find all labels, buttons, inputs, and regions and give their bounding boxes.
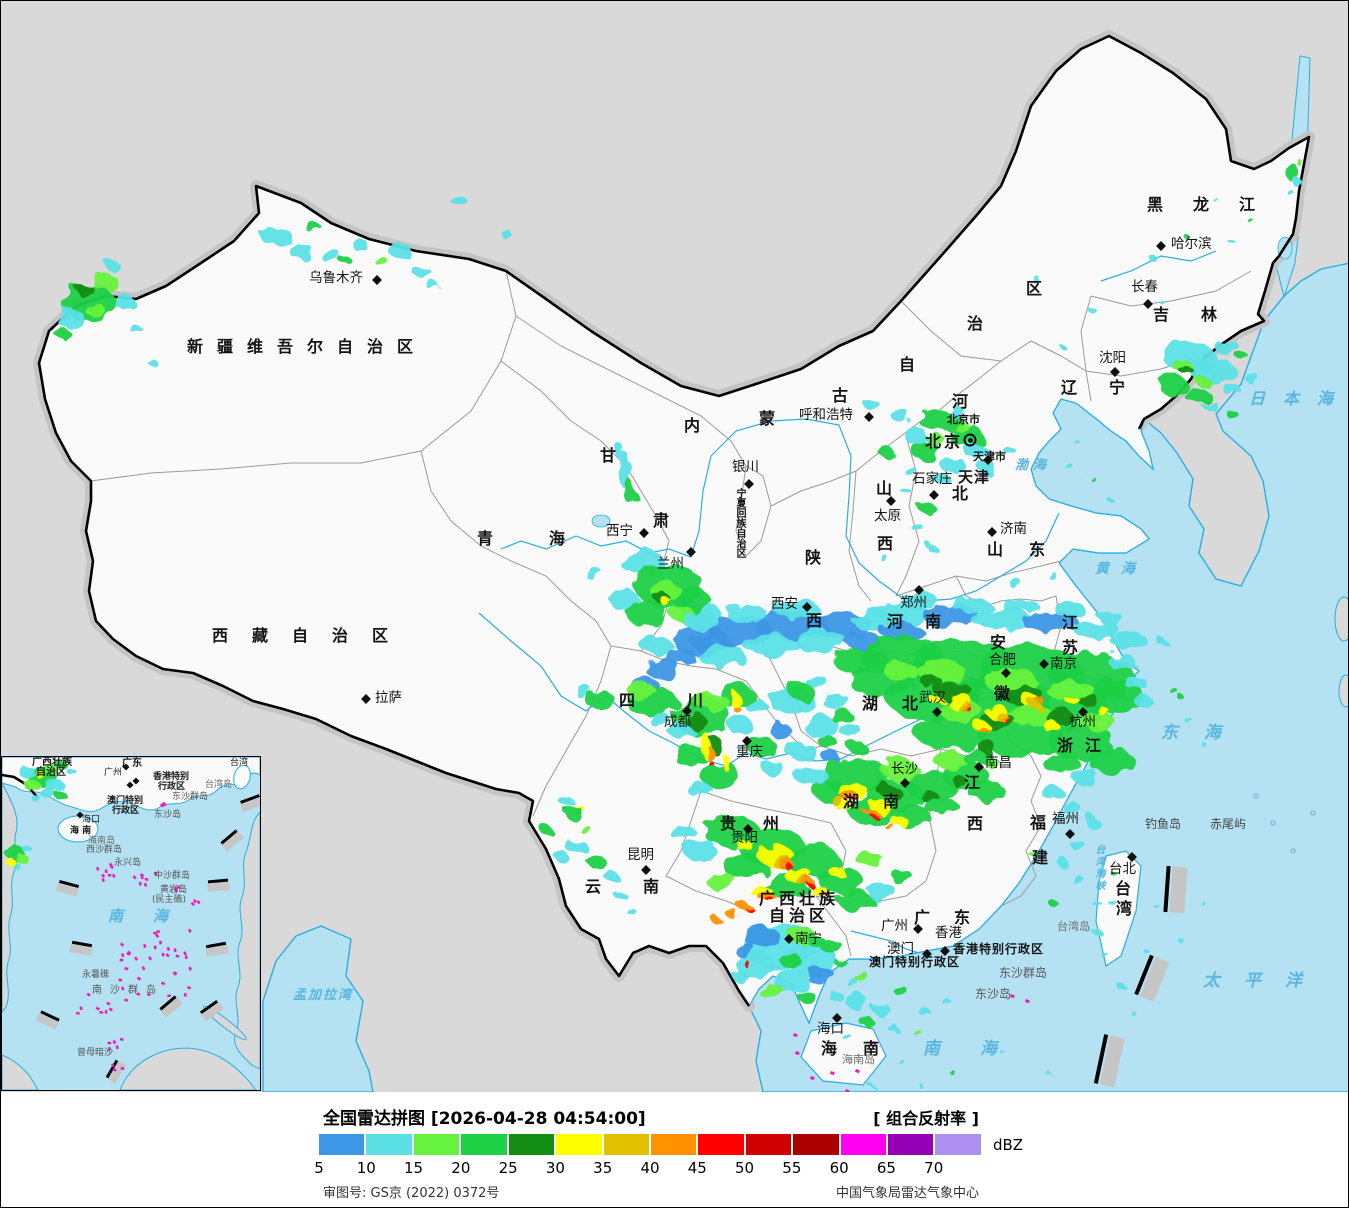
colorbar-segment-45 <box>698 1134 744 1155</box>
colorbar-segment-20 <box>461 1134 507 1155</box>
colorbar-tick: 55 <box>782 1159 802 1177</box>
colorbar-tick: 35 <box>593 1159 613 1177</box>
colorbar-tick: 70 <box>924 1159 944 1177</box>
colorbar-segment-40 <box>650 1134 697 1155</box>
colorbar-segment-15 <box>413 1134 460 1155</box>
radar-echoes <box>55 162 1305 1088</box>
colorbar-segment-60 <box>840 1134 887 1155</box>
colorbar-segment-70 <box>935 1134 981 1155</box>
colorbar-tick: 25 <box>498 1159 518 1177</box>
colorbar-ticks: 5 10 15 20 25 30 35 40 45 50 55 60 65 70 <box>314 1159 981 1177</box>
colorbar-tick: 60 <box>829 1159 849 1177</box>
radar-map-canvas <box>1 1 1348 1092</box>
product-name: [ 组合反射率 ] <box>873 1109 979 1128</box>
colorbar-segment-5 <box>319 1134 365 1155</box>
colorbar-segment-50 <box>745 1134 792 1155</box>
colorbar-segment-35 <box>603 1134 649 1155</box>
colorbar-segment-10 <box>366 1134 412 1155</box>
colorbar-segment-30 <box>556 1134 602 1155</box>
colorbar-unit: dBZ <box>993 1136 1024 1154</box>
legend-panel: 全国雷达拼图 [2026-04-28 04:54:00] [ 组合反射率 ] 5… <box>1 1092 1348 1207</box>
reflectivity-colorbar <box>319 1134 981 1155</box>
colorbar-tick: 5 <box>314 1159 324 1177</box>
colorbar-tick: 40 <box>640 1159 660 1177</box>
map-license-number: 审图号: GS京 (2022) 0372号 <box>323 1186 500 1201</box>
colorbar-segment-55 <box>793 1134 839 1155</box>
colorbar-tick: 30 <box>545 1159 565 1177</box>
map-title: 全国雷达拼图 [2026-04-28 04:54:00] <box>323 1109 646 1129</box>
inset-map-canvas <box>2 757 260 1090</box>
colorbar-tick: 65 <box>876 1159 896 1177</box>
colorbar-tick: 10 <box>356 1159 376 1177</box>
south-china-sea-inset: 广西壮族 自治区 广东 广州 香港特别 行政区 澳门特别 行政区 台湾 台湾岛 东沙群岛 东沙岛 海口海… <box>1 756 261 1091</box>
colorbar-tick: 50 <box>735 1159 755 1177</box>
colorbar-tick: 20 <box>451 1159 471 1177</box>
data-source: 中国气象局雷达气象中心 <box>835 1186 979 1201</box>
colorbar-tick: 45 <box>687 1159 707 1177</box>
colorbar-tick: 15 <box>404 1159 424 1177</box>
colorbar-segment-65 <box>888 1134 934 1155</box>
colorbar-segment-25 <box>508 1134 555 1155</box>
map-area: 黑龙江 吉林 辽宁内蒙古自治区河北山西山东 河南陕西甘肃青海 新疆维吾尔自治区 西藏自治区… <box>1 1 1348 1092</box>
